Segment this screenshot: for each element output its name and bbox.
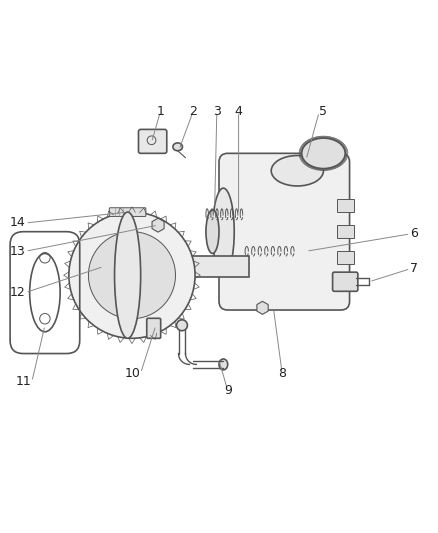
Text: 6: 6	[410, 228, 418, 240]
FancyBboxPatch shape	[219, 154, 350, 310]
Text: 7: 7	[410, 262, 418, 275]
Text: 14: 14	[10, 216, 25, 230]
Text: 12: 12	[10, 286, 25, 299]
Text: 2: 2	[189, 106, 197, 118]
Text: 9: 9	[224, 384, 232, 397]
Ellipse shape	[271, 156, 323, 186]
FancyBboxPatch shape	[110, 208, 146, 216]
Ellipse shape	[177, 320, 187, 330]
FancyBboxPatch shape	[138, 130, 167, 154]
Bar	[336, 251, 354, 264]
Text: 13: 13	[10, 245, 25, 258]
Ellipse shape	[115, 212, 141, 338]
Polygon shape	[257, 301, 268, 314]
Bar	[336, 199, 354, 212]
Ellipse shape	[206, 210, 219, 254]
Text: 4: 4	[235, 106, 243, 118]
Bar	[97, 256, 250, 277]
Polygon shape	[152, 218, 164, 232]
Ellipse shape	[212, 188, 234, 275]
Text: 3: 3	[213, 106, 221, 118]
Circle shape	[69, 212, 195, 338]
Text: 1: 1	[156, 106, 164, 118]
Text: 11: 11	[16, 375, 32, 389]
Ellipse shape	[219, 359, 228, 370]
Bar	[336, 225, 354, 238]
Ellipse shape	[173, 143, 183, 151]
FancyBboxPatch shape	[332, 272, 358, 292]
Text: 8: 8	[278, 367, 286, 379]
Circle shape	[88, 232, 176, 319]
Ellipse shape	[302, 138, 345, 168]
Text: 5: 5	[319, 106, 327, 118]
Text: 10: 10	[125, 367, 141, 379]
FancyBboxPatch shape	[147, 318, 161, 338]
